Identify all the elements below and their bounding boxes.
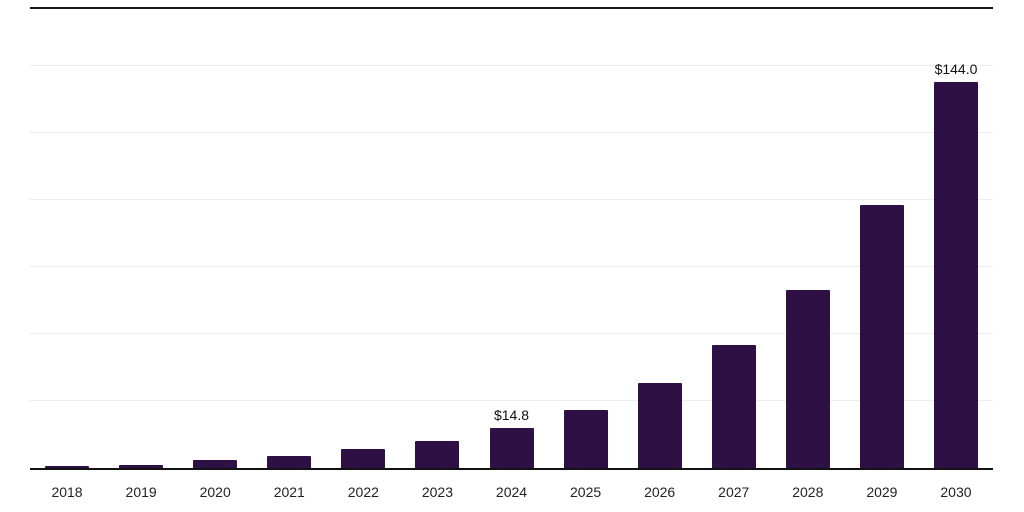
- bar-column: [623, 68, 697, 468]
- bar: [193, 460, 238, 468]
- x-tick-label: 2027: [718, 484, 750, 500]
- gridline: [30, 333, 993, 334]
- bar: [711, 345, 756, 468]
- x-tick-label: 2025: [570, 484, 602, 500]
- x-tick-label: 2028: [792, 484, 824, 500]
- bar: [859, 205, 904, 468]
- bars-container: $14.8 $144.0: [30, 61, 993, 468]
- bar: [267, 456, 312, 468]
- gridline: [30, 199, 993, 200]
- gridline: [30, 266, 993, 267]
- x-tick-label: 2023: [421, 484, 453, 500]
- bar: [563, 410, 608, 468]
- gridline: [30, 400, 993, 401]
- bar: [637, 383, 682, 468]
- bar-column: $14.8: [474, 68, 548, 468]
- x-tick-label: 2019: [125, 484, 157, 500]
- x-tick-label: 2026: [644, 484, 676, 500]
- bar: [933, 82, 978, 468]
- x-tick-label: 2029: [866, 484, 898, 500]
- bar-column: [104, 68, 178, 468]
- x-tick-label: 2021: [273, 484, 305, 500]
- bar: [45, 466, 90, 468]
- bar-column: [697, 68, 771, 468]
- bar-chart: $14.8 $144.0 2018 2019 2020 2021 2022 2023 2024…: [30, 61, 993, 500]
- bar: [415, 441, 460, 468]
- bar: [119, 465, 164, 468]
- bar-column: [178, 68, 252, 468]
- bar-column: [845, 68, 919, 468]
- top-divider: [30, 7, 993, 9]
- x-tick-label: 2030: [940, 484, 972, 500]
- bar-column: [326, 68, 400, 468]
- gridline: [30, 65, 993, 66]
- x-tick-label: 2020: [199, 484, 231, 500]
- bar-column: [549, 68, 623, 468]
- bar: [785, 290, 830, 468]
- x-tick-label: 2024: [495, 484, 528, 500]
- bar-value-label: $144.0: [934, 61, 978, 77]
- bar-column: [30, 68, 104, 468]
- bar-column: [400, 68, 474, 468]
- bar-value-label: $14.8: [493, 407, 530, 423]
- bar: [341, 449, 386, 468]
- bar-column: [252, 68, 326, 468]
- bar-column: $144.0: [919, 61, 993, 468]
- x-tick-label: 2018: [51, 484, 83, 500]
- bar: [489, 428, 534, 468]
- x-tick-label: 2022: [347, 484, 379, 500]
- gridline: [30, 132, 993, 133]
- bar-column: [771, 68, 845, 468]
- plot-area: $14.8 $144.0: [30, 61, 993, 470]
- x-axis-labels: 2018 2019 2020 2021 2022 2023 2024 2025 2026 2027…: [30, 484, 993, 500]
